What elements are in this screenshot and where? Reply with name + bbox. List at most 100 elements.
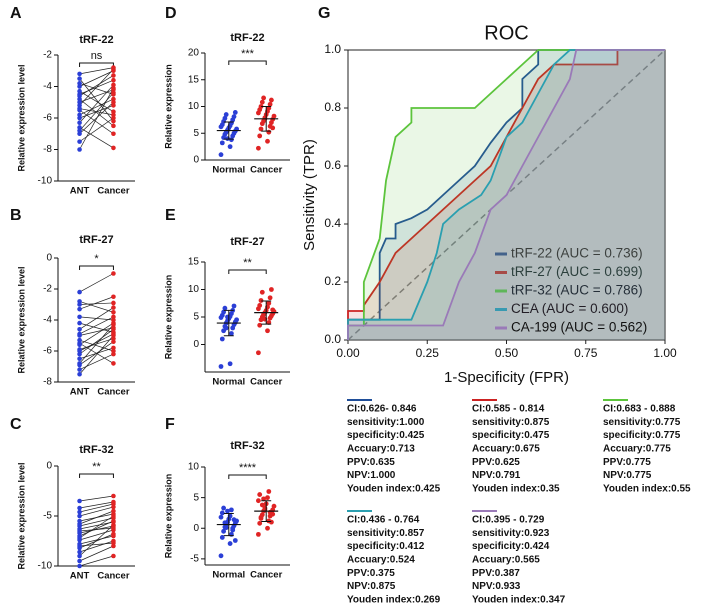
y-tick-label: 0.4 [324, 216, 341, 230]
data-point [111, 99, 116, 105]
chart-title: tRF-22 [230, 32, 264, 44]
data-point [231, 303, 237, 309]
y-axis-title: Relative expression [163, 275, 173, 360]
y-tick-label: 0 [193, 155, 199, 166]
y-tick-label: -5 [43, 511, 52, 522]
data-point [266, 300, 272, 306]
stats-text: Accuary:0.775 [603, 444, 671, 455]
pair-line [79, 301, 114, 313]
y-tick-label: -4 [43, 81, 52, 92]
y-tick-label: 15 [188, 257, 200, 268]
data-point [261, 95, 266, 101]
pair-line [79, 70, 114, 87]
pair-line [79, 510, 114, 525]
pair-line [79, 524, 114, 557]
roc-curve [347, 49, 665, 340]
pair-line [79, 109, 114, 135]
data-point [77, 115, 82, 121]
x-tick-label: Cancer [250, 377, 283, 388]
data-point [111, 508, 116, 514]
data-point [256, 498, 261, 504]
x-tick-label: Cancer [250, 165, 283, 176]
data-point [77, 84, 82, 89]
data-point [219, 140, 225, 146]
stats-text: Accuary:0.713 [347, 444, 415, 455]
data-point [111, 73, 116, 78]
legend-label: CA-199 (AUC = 0.562) [511, 320, 647, 335]
data-point [77, 505, 82, 511]
data-point [221, 528, 227, 534]
stats-text: CI:0.683 - 0.888 [603, 404, 676, 415]
stats-text: NPV:0.791 [472, 470, 521, 481]
data-point [111, 271, 116, 276]
data-point [111, 339, 116, 345]
data-point [258, 104, 264, 109]
data-point [256, 350, 261, 356]
significance-bracket [79, 473, 114, 478]
data-point [111, 300, 116, 306]
panel-label: G [318, 5, 330, 22]
stats-text: Youden index:0.55 [603, 483, 691, 494]
stats-text: NPV:1.000 [347, 470, 396, 481]
data-point [227, 144, 233, 150]
significance-label: ns [91, 50, 103, 62]
data-point [229, 331, 234, 336]
significance-label: *** [241, 48, 255, 60]
data-point [111, 294, 116, 300]
stats-text: CI:0.585 - 0.814 [472, 404, 545, 415]
data-point [77, 513, 82, 519]
data-point [77, 96, 82, 102]
significance-label: * [94, 253, 99, 265]
stats-text: sensitivity:0.775 [603, 417, 681, 428]
data-point [111, 82, 116, 88]
data-point [111, 493, 116, 499]
stats-text: sensitivity:1.000 [347, 417, 425, 428]
error-bar [223, 121, 234, 140]
stats-text: Accuary:0.675 [472, 444, 540, 455]
y-axis-title: Sensitivity (TPR) [301, 139, 318, 251]
pair-line [79, 68, 114, 106]
chart-title: tRF-32 [230, 440, 264, 452]
data-point [270, 125, 276, 131]
y-axis-title: Relative expression [163, 64, 173, 149]
data-point [230, 527, 236, 533]
data-point [77, 553, 82, 559]
data-point [257, 303, 263, 308]
pair-line [79, 127, 114, 149]
data-point [222, 520, 228, 526]
data-point [111, 327, 116, 332]
data-point [77, 88, 82, 94]
stats-text: NPV:0.933 [472, 581, 521, 592]
x-tick-label: Cancer [250, 570, 283, 581]
data-point [77, 498, 82, 504]
y-tick-label: 0 [46, 461, 52, 472]
data-point [77, 131, 82, 137]
data-point [77, 71, 82, 77]
data-point [77, 103, 82, 108]
stats-text: PPV:0.625 [472, 457, 520, 468]
pair-line [79, 353, 114, 370]
x-tick-label: ANT [70, 186, 90, 197]
data-point [271, 503, 277, 509]
y-axis-title: Relative expression level [16, 462, 26, 569]
data-point [77, 106, 82, 111]
data-point [111, 540, 116, 546]
data-point [111, 118, 116, 124]
data-point [111, 131, 116, 137]
error-bar [261, 106, 272, 132]
data-point [256, 531, 261, 537]
pair-line [79, 87, 114, 150]
data-point [111, 345, 116, 351]
data-point [265, 138, 270, 144]
pair-line [79, 503, 114, 513]
x-tick-label: 0.00 [336, 346, 360, 360]
stats-text: specificity:0.424 [472, 541, 550, 552]
roc-curve [347, 49, 665, 340]
pair-line [79, 84, 114, 123]
data-point [111, 112, 116, 118]
data-point [77, 128, 82, 133]
data-point [270, 307, 276, 313]
pair-line [79, 89, 114, 103]
data-point [111, 109, 116, 114]
pair-line [79, 535, 114, 545]
